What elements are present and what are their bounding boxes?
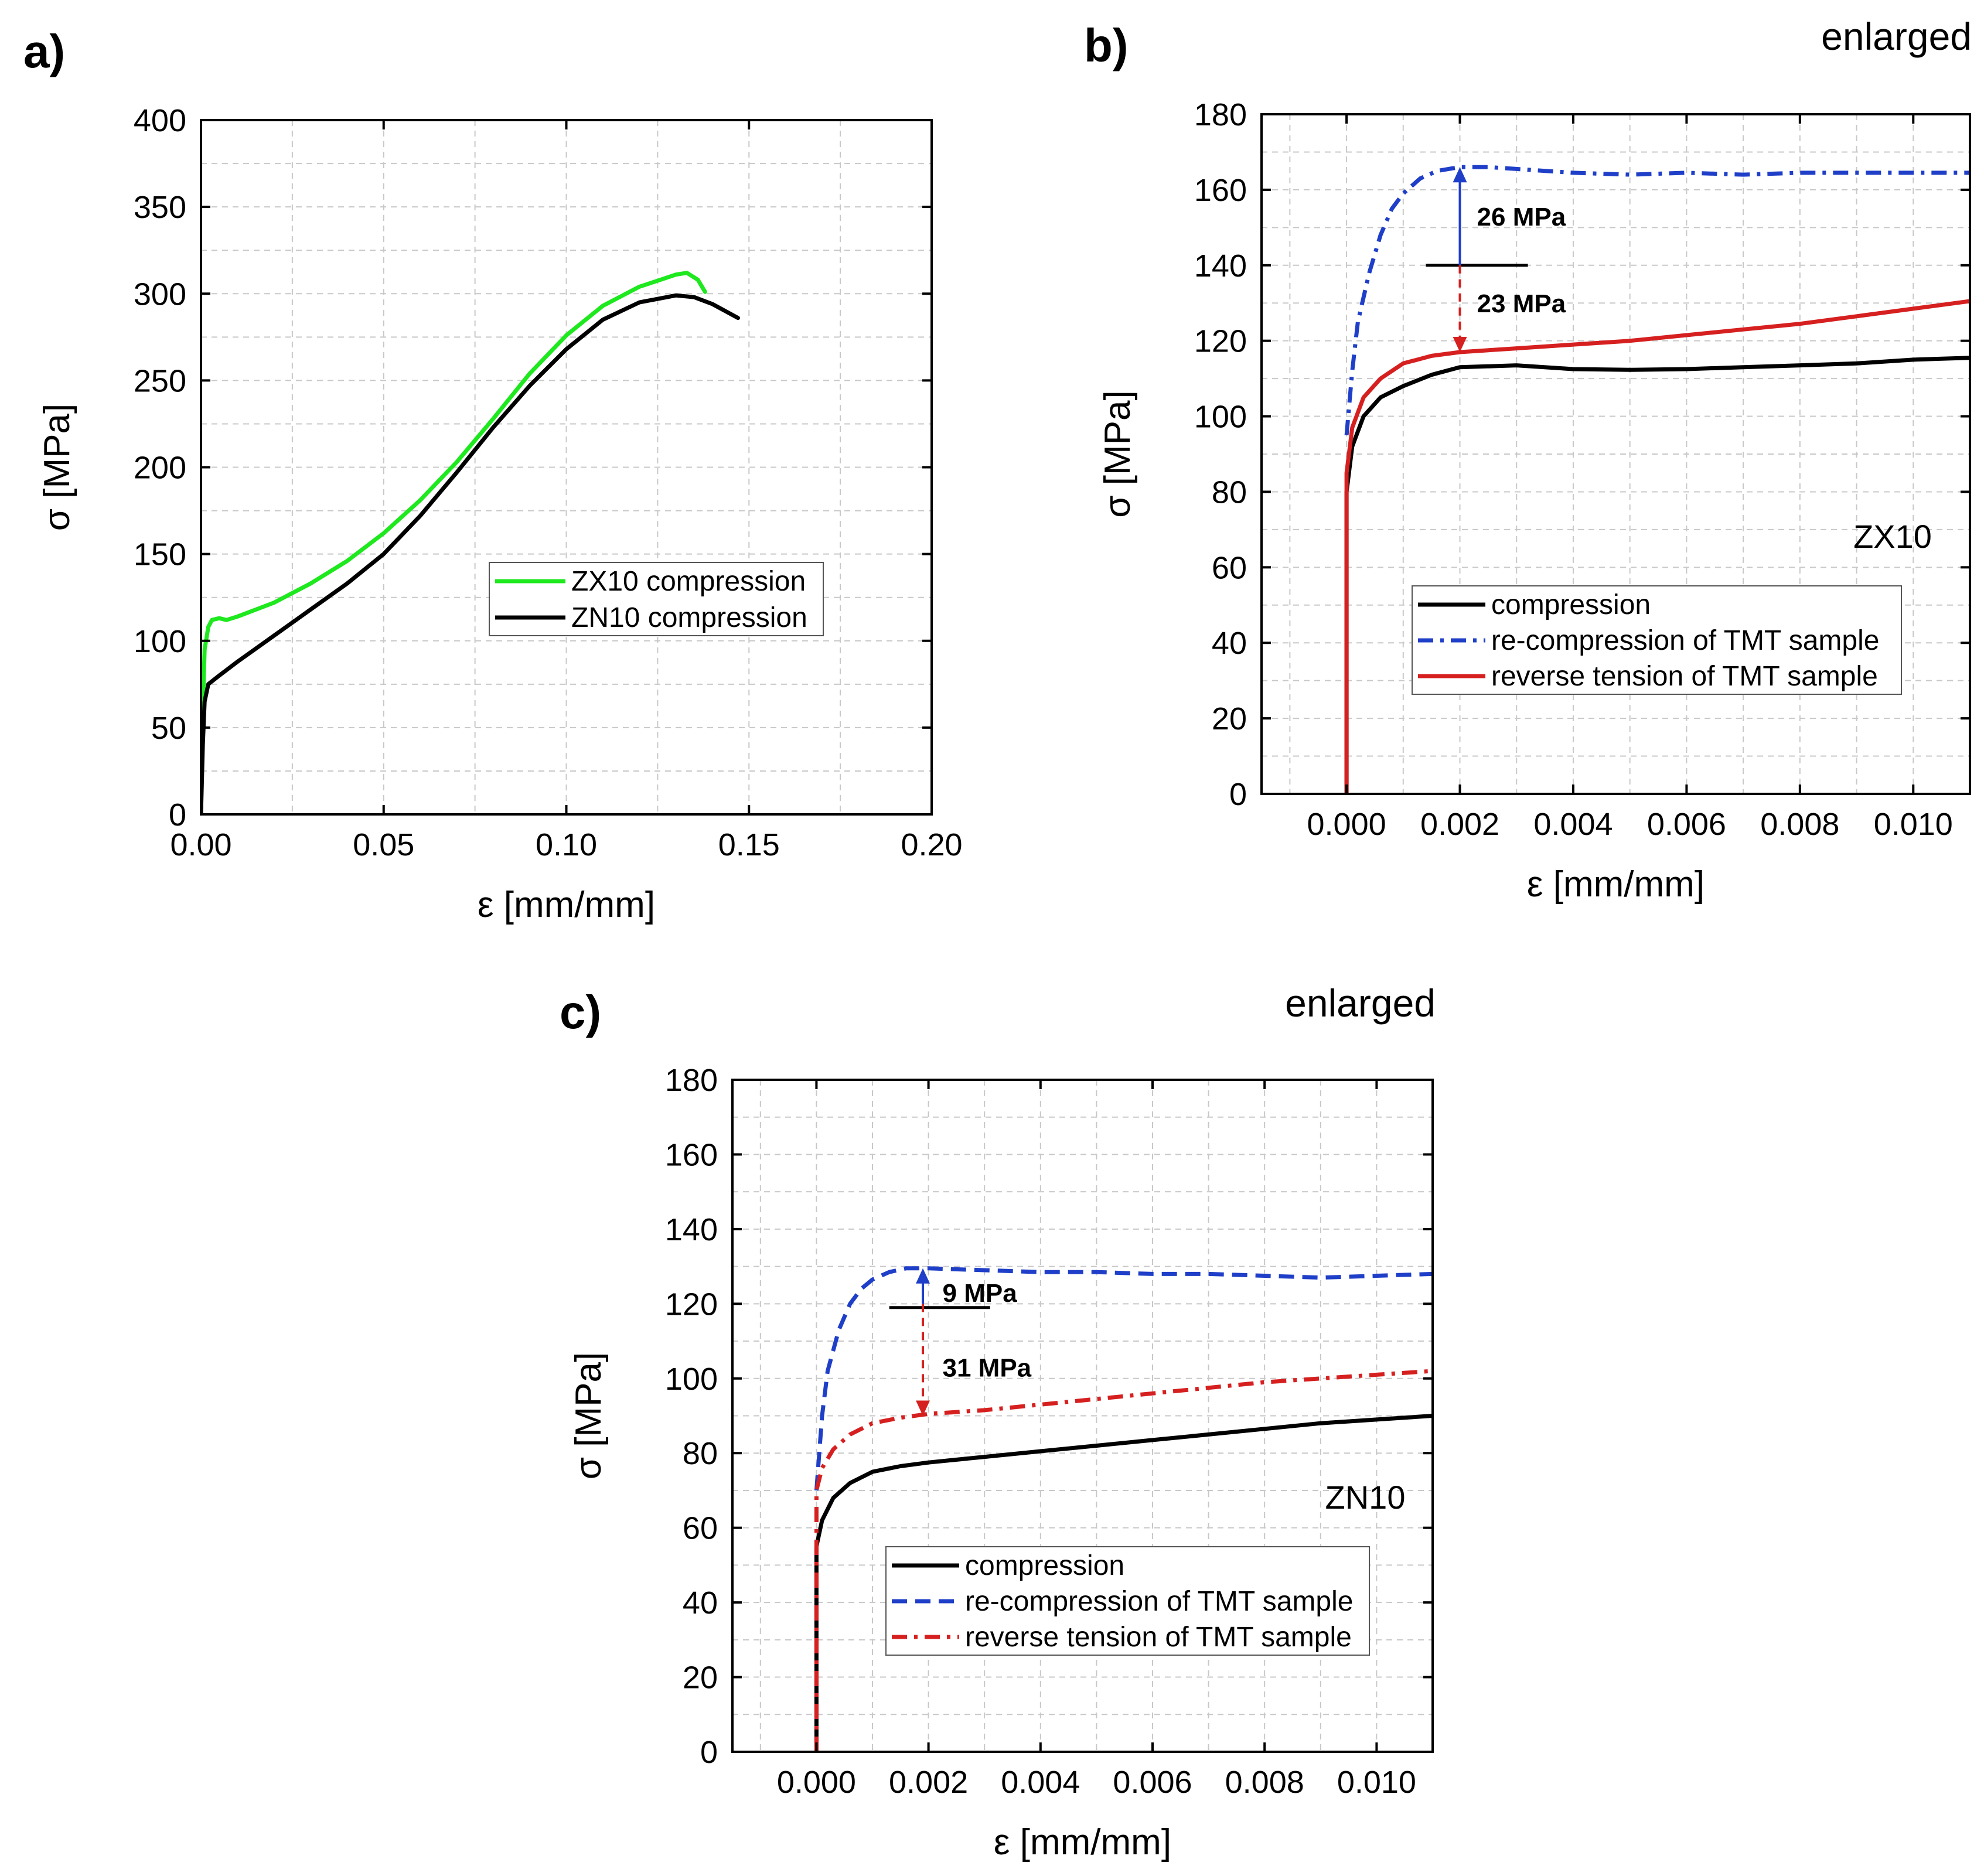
y-tick-label: 200	[134, 451, 186, 486]
x-tick-label: 0.20	[901, 827, 962, 862]
y-tick-label: 180	[665, 1063, 718, 1098]
y-tick-label: 140	[665, 1212, 718, 1247]
y-tick-label: 160	[665, 1137, 718, 1172]
annotation-label: 26 MPa	[1477, 203, 1566, 231]
legend-label: ZX10 compression	[571, 566, 806, 597]
y-tick-label: 160	[1194, 173, 1247, 208]
x-tick-label: 0.008	[1225, 1765, 1304, 1800]
legend-label: compression	[965, 1550, 1124, 1581]
x-tick-label: 0.010	[1874, 807, 1953, 842]
y-tick-label: 0	[700, 1735, 718, 1770]
y-tick-label: 0	[169, 797, 186, 833]
y-tick-label: 60	[683, 1511, 718, 1546]
annotation-label: 9 MPa	[943, 1279, 1018, 1308]
panel-label: c)	[560, 986, 601, 1038]
legend-label: reverse tension of TMT sample	[1491, 661, 1878, 692]
y-tick-label: 400	[134, 103, 186, 138]
y-tick-label: 250	[134, 363, 186, 398]
y-tick-label: 140	[1194, 248, 1247, 284]
panel-c: c) enlarged 9 MPa 31 MPa ZN10 compression re-c…	[560, 981, 1436, 1863]
series-group	[814, 1266, 1433, 1752]
legend: compression re-compression of TMT sample r…	[1412, 585, 1902, 695]
x-tick-label: 0.002	[889, 1765, 968, 1800]
difference-arrow-head	[1453, 167, 1467, 183]
x-tick-label: 0.006	[1647, 807, 1726, 842]
series-line-compression	[814, 1414, 1433, 1752]
legend-label: ZN10 compression	[571, 602, 807, 633]
panel-label: a)	[23, 25, 65, 77]
annotation-label: 31 MPa	[943, 1354, 1032, 1383]
y-tick-label: 40	[683, 1585, 718, 1621]
x-tick-label: 0.006	[1113, 1765, 1192, 1800]
y-tick-label: 80	[1212, 475, 1247, 510]
difference-arrow-head	[916, 1268, 930, 1284]
y-tick-label: 350	[134, 190, 186, 225]
series-line-re-compression-of-tmt-sample	[1344, 165, 1970, 436]
plot-frame	[731, 1079, 1434, 1753]
series-line-compression	[1344, 356, 1970, 794]
enlarged-note: enlarged	[1285, 981, 1436, 1025]
y-tick-label: 40	[1212, 626, 1247, 661]
y-tick-label: 150	[134, 537, 186, 572]
series-line-zn10-compression	[201, 293, 740, 814]
x-axis-title: ε [mm/mm]	[478, 885, 655, 925]
legend: compression re-compression of TMT sample r…	[885, 1546, 1370, 1656]
legend-label: re-compression of TMT sample	[965, 1586, 1353, 1617]
y-axis-title: σ [MPa]	[568, 1352, 609, 1479]
y-tick-label: 20	[683, 1660, 718, 1696]
legend-box	[489, 562, 824, 636]
y-tick-label: 50	[151, 711, 186, 746]
x-tick-label: 0.008	[1760, 807, 1839, 842]
legend-box	[1412, 585, 1902, 695]
x-tick-label: 0.05	[353, 827, 414, 862]
grid	[1262, 114, 1971, 794]
legend: ZX10 compression ZN10 compression	[489, 562, 824, 636]
y-tick-label: 0	[1229, 777, 1247, 812]
legend-label: reverse tension of TMT sample	[965, 1622, 1352, 1653]
series-line-re-compression-of-tmt-sample	[814, 1266, 1433, 1491]
sample-label: ZN10	[1325, 1479, 1406, 1516]
legend-label: compression	[1491, 589, 1651, 620]
y-tick-label: 120	[1194, 324, 1247, 359]
x-axis-title: ε [mm/mm]	[994, 1822, 1171, 1863]
y-tick-label: 100	[1194, 400, 1247, 435]
y-tick-label: 80	[683, 1436, 718, 1471]
plot-frame	[1260, 113, 1971, 795]
x-tick-label: 0.10	[536, 827, 597, 862]
panel-a: a) ZX10 compression ZN10 compression 0.00 0.…	[23, 25, 963, 925]
x-tick-label: 0.000	[777, 1765, 856, 1800]
y-axis-title: σ [MPa]	[1097, 390, 1138, 517]
series-line-reverse-tension-of-tmt-sample	[814, 1369, 1433, 1752]
series-group	[1344, 165, 1970, 794]
y-tick-label: 60	[1212, 550, 1247, 585]
x-tick-label: 0.000	[1307, 807, 1386, 842]
sample-label: ZX10	[1853, 518, 1932, 555]
x-tick-label: 0.010	[1337, 1765, 1416, 1800]
x-tick-label: 0.00	[170, 827, 231, 862]
y-tick-label: 100	[134, 624, 186, 659]
x-tick-label: 0.004	[1533, 807, 1613, 842]
series-group	[201, 271, 740, 814]
y-tick-label: 20	[1212, 701, 1247, 736]
enlarged-note: enlarged	[1821, 15, 1972, 58]
difference-arrow-head	[1453, 337, 1467, 352]
legend-label: re-compression of TMT sample	[1491, 625, 1879, 656]
legend-box	[885, 1546, 1370, 1656]
y-tick-label: 120	[665, 1287, 718, 1322]
difference-arrow-head	[916, 1400, 930, 1416]
x-tick-label: 0.15	[718, 827, 780, 862]
y-tick-label: 300	[134, 277, 186, 312]
series-line-reverse-tension-of-tmt-sample	[1344, 299, 1970, 794]
series-line-zx10-compression	[201, 271, 707, 814]
panel-label: b)	[1084, 19, 1129, 71]
y-tick-label: 180	[1194, 97, 1247, 132]
annotation-label: 23 MPa	[1477, 289, 1566, 318]
y-axis-title: σ [MPa]	[37, 404, 77, 531]
panel-b: b) enlarged 26 MPa 23 MPa ZX10 compression re-…	[1084, 15, 1972, 905]
x-tick-label: 0.004	[1001, 1765, 1080, 1800]
y-tick-label: 100	[665, 1362, 718, 1397]
x-axis-title: ε [mm/mm]	[1527, 864, 1705, 905]
x-tick-label: 0.002	[1420, 807, 1499, 842]
